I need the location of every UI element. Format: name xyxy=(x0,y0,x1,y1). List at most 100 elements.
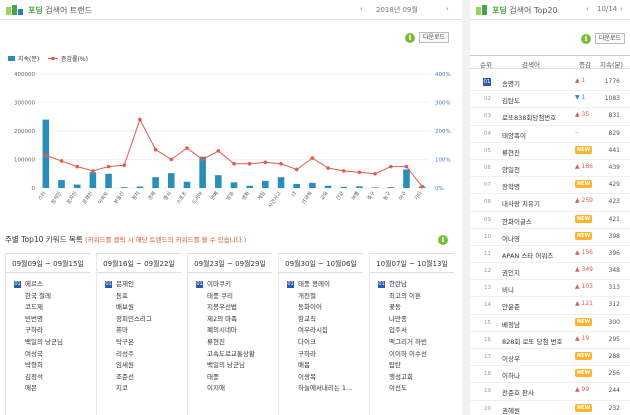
change-value: 121 xyxy=(581,300,593,308)
week-keyword-item[interactable]: 01 한란남 xyxy=(370,279,454,291)
rank-number: 17 xyxy=(484,354,491,360)
prev-month-button[interactable]: ‹ xyxy=(360,5,363,13)
week-keyword-item[interactable]: 코드제 xyxy=(6,302,90,314)
top20-info-icon[interactable]: i xyxy=(581,34,591,44)
week-keyword-item[interactable]: 제2의 마족 xyxy=(188,314,272,326)
week-keyword-label: 태풍 쿠리 xyxy=(207,291,233,300)
top20-row[interactable]: 17 이상우 NEW 288 xyxy=(470,349,630,367)
top20-row[interactable]: 13 비니 ▲ 103 313 xyxy=(470,280,630,298)
top20-row[interactable]: 02 김탄도 ▼ 1 1083 xyxy=(470,91,630,109)
top20-row[interactable]: 08 내사랑 치유기 ▲ 259 423 xyxy=(470,194,630,212)
week-keyword-item[interactable]: 항교직 xyxy=(279,314,363,326)
top20-row[interactable]: 18 이하나 NEW 256 xyxy=(470,366,630,384)
top20-row[interactable]: 10 이나영 NEW 398 xyxy=(470,229,630,246)
week-keyword-item[interactable]: 최고의 이혼 xyxy=(370,291,454,303)
week-keyword-item[interactable]: 개천절 xyxy=(279,291,363,303)
week-keyword-item[interactable]: 동화이어 xyxy=(279,302,363,314)
week-keyword-item[interactable]: 탁구온 xyxy=(97,337,181,349)
x-tick-label: 교육 xyxy=(320,190,330,201)
week-keyword-item[interactable]: 고속도로교통상황 xyxy=(188,349,272,361)
top20-row[interactable]: 16 828회 로또 당첨 번호 ▲ 19 295 xyxy=(470,332,630,349)
prev-page-button[interactable]: ‹ xyxy=(586,5,589,13)
week-keyword-item[interactable]: 입주서 xyxy=(370,325,454,337)
top20-row[interactable]: 19 전준호 판사 ▲ 99 244 xyxy=(470,383,630,401)
next-month-button[interactable]: › xyxy=(446,5,449,13)
week-keyword-item[interactable]: 01 이마쿠키 xyxy=(188,279,272,291)
week-keyword-item[interactable]: 지봉우선법 xyxy=(188,302,272,314)
chart-bar xyxy=(403,169,410,188)
top20-row[interactable]: 11 APAN 스타 어워즈 ▲ 156 396 xyxy=(470,246,630,264)
change-indicator: NEW xyxy=(575,369,599,379)
week-keyword-item[interactable]: 배보원 xyxy=(97,302,181,314)
arrow-up-icon: ▲ xyxy=(575,197,582,205)
change-value: 186 xyxy=(581,162,593,170)
week-keyword-item[interactable]: 다이크 xyxy=(279,337,363,349)
top20-row[interactable]: 09 한화이글스 NEW 421 xyxy=(470,212,630,229)
week-keyword-item[interactable]: 동포 xyxy=(97,291,181,303)
week-keyword-item[interactable]: 01 태풍 콩레이 xyxy=(279,279,363,291)
week-keyword-item[interactable]: 임세원 xyxy=(97,360,181,372)
week-keyword-item[interactable]: 행성고회 xyxy=(370,372,454,384)
week-keyword-item[interactable]: 01 문재인 xyxy=(97,279,181,291)
week-keyword-item[interactable]: 이이하 이수선 xyxy=(370,349,454,361)
week-keyword-item[interactable]: 지코 xyxy=(97,383,181,395)
week-keyword-item[interactable]: 배봄 xyxy=(279,360,363,372)
week-keyword-item[interactable]: 폐의시네마 xyxy=(188,325,272,337)
week-keyword-item[interactable]: 류현진 xyxy=(188,337,272,349)
week-keyword-item[interactable]: 이선도 xyxy=(370,383,454,395)
weekly-info-icon[interactable]: i xyxy=(438,235,448,245)
week-keyword-item[interactable]: 맥그리거 하빈 xyxy=(370,337,454,349)
change-indicator: ▲ 99 xyxy=(575,386,599,396)
week-keyword-item[interactable]: 정피민스리그 xyxy=(97,314,181,326)
rank-number: 12 xyxy=(484,268,491,275)
week-keyword-item[interactable]: 여우라시집 xyxy=(279,325,363,337)
x-tick-label: 여행 xyxy=(350,190,361,202)
week-keyword-label: 항교직 xyxy=(298,314,316,323)
info-icon[interactable]: i xyxy=(405,33,415,43)
week-keyword-item[interactable]: 꽃동 xyxy=(370,302,454,314)
week-keyword-item[interactable]: 하늘에서내리는 1... xyxy=(279,383,363,395)
chart-line-point xyxy=(138,117,142,122)
week-keyword-item[interactable]: 퓨마 xyxy=(97,325,181,337)
weekly-columns: 09월09일 ~ 09월15일 01 에르스 한국 철레 코드제 빈번명 구하라 백일의 낭군… xyxy=(0,253,462,415)
week-keyword-item[interactable]: 이쌍목 xyxy=(279,372,363,384)
week-keyword-label: 제2의 마족 xyxy=(207,314,238,323)
next-page-button[interactable]: › xyxy=(620,5,623,13)
week-keyword-item[interactable]: 태풍 쿠리 xyxy=(188,291,272,303)
week-keyword-item[interactable]: 탑탄 xyxy=(370,360,454,372)
week-keyword-item[interactable]: 구하라 xyxy=(6,325,90,337)
week-keyword-item[interactable]: 리성주 xyxy=(97,349,181,361)
week-keyword-item[interactable]: 나만종 xyxy=(370,314,454,326)
top20-row[interactable]: 15 베정남 NEW 300 xyxy=(470,315,630,332)
week-keyword-item[interactable]: 박형희 xyxy=(6,360,90,372)
top20-row[interactable]: 20 권혜원 NEW 232 xyxy=(470,401,630,415)
top20-row[interactable]: 12 권인지 ▲ 349 348 xyxy=(470,263,630,281)
top20-download-button[interactable]: 다운로드 xyxy=(595,33,626,44)
top20-row[interactable]: 01 송명기 ▲ 1 1776 xyxy=(470,74,630,92)
week-keyword-item[interactable]: 한국 철레 xyxy=(6,291,90,303)
week-keyword-item[interactable]: 에몬 xyxy=(6,383,90,395)
week-keyword-item[interactable]: 01 에르스 xyxy=(6,279,90,291)
chart-bar xyxy=(73,184,81,188)
change-indicator: NEW xyxy=(575,403,599,414)
week-keyword-item[interactable]: 백일의 낭군님 xyxy=(188,360,272,372)
week-keyword-item[interactable]: 빈번명 xyxy=(6,314,90,326)
week-keyword-item[interactable]: 여성국 xyxy=(6,349,90,361)
top20-row[interactable]: 05 류현진 NEW 441 xyxy=(470,143,630,160)
change-indicator: ▼ 1 xyxy=(575,94,599,104)
top20-row[interactable]: 06 양일천 ▲ 186 439 xyxy=(470,160,630,178)
week-keyword-item[interactable]: 이지애 xyxy=(188,383,272,395)
weekly-note: (키워드를 클릭 시 해당 트랜드의 키워드를 볼 수 있습니다.) xyxy=(85,236,247,244)
week-keyword-item[interactable]: 백일의 낭군님 xyxy=(6,337,90,349)
download-button[interactable]: 다운로드 xyxy=(419,32,450,43)
week-keyword-item[interactable]: 태풍 xyxy=(188,372,272,384)
podeung-logo-icon xyxy=(6,5,23,15)
top20-row[interactable]: 14 안윤준 ▲ 121 312 xyxy=(470,297,630,315)
week-keyword-item[interactable]: 조준선 xyxy=(97,372,181,384)
top20-row[interactable]: 04 태양족이 -- 829 xyxy=(470,126,630,143)
index-value: 829 xyxy=(608,129,620,137)
top20-row[interactable]: 07 장학명 NEW 429 xyxy=(470,177,630,195)
week-keyword-item[interactable]: 구하라 xyxy=(279,349,363,361)
top20-row[interactable]: 03 로또838회당첨번호 ▲ 35 831 xyxy=(470,108,630,126)
week-keyword-item[interactable]: 김정석 xyxy=(6,372,90,384)
